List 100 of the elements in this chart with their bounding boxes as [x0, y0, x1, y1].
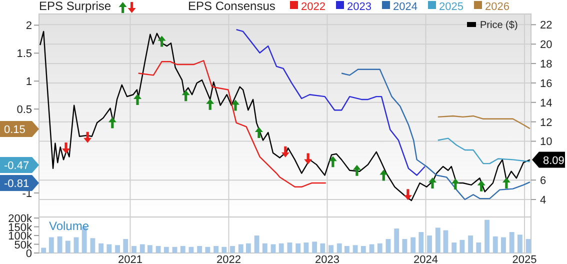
bar — [468, 236, 474, 253]
bar — [435, 228, 440, 253]
point — [231, 100, 240, 111]
point — [428, 178, 436, 189]
bar — [172, 246, 178, 253]
legend-label: 2023 — [347, 1, 372, 13]
point — [502, 178, 510, 189]
point — [134, 94, 142, 105]
bar — [254, 236, 260, 253]
line-series — [437, 138, 531, 164]
y-tick-label: 1 — [26, 76, 32, 88]
bar — [98, 243, 104, 253]
y2-tick-label: 4 — [540, 194, 546, 207]
bar — [65, 240, 70, 253]
bar — [246, 243, 251, 253]
legend-label: 2024 — [393, 1, 418, 13]
point — [328, 156, 337, 168]
point — [206, 98, 214, 110]
bar — [418, 232, 424, 253]
bar — [492, 236, 498, 253]
bar — [386, 239, 391, 253]
y2-tick-label: 10 — [540, 136, 552, 148]
x-tick-label: 2022 — [216, 254, 241, 264]
legend-label: 2022 — [301, 1, 326, 13]
bar — [443, 230, 448, 253]
bar — [188, 246, 194, 253]
bar — [394, 228, 400, 253]
point — [281, 146, 290, 158]
bar — [360, 246, 366, 253]
bar — [352, 245, 358, 253]
x-tick-label: 2025 — [512, 254, 537, 264]
point — [182, 90, 190, 102]
bar — [410, 237, 416, 253]
bar — [304, 242, 309, 253]
y-tick-label: 1.5 — [16, 48, 32, 60]
bar — [164, 246, 169, 253]
bar — [278, 243, 284, 253]
bar — [509, 232, 514, 253]
point — [352, 164, 361, 176]
bar — [205, 246, 210, 253]
bar — [460, 240, 465, 253]
bar — [197, 246, 202, 253]
point — [254, 127, 263, 138]
text: -0.47 — [4, 160, 30, 172]
bar — [296, 243, 301, 253]
bar — [41, 248, 46, 253]
point — [404, 189, 412, 200]
bar — [402, 239, 408, 253]
point — [304, 153, 312, 164]
bar — [140, 244, 145, 253]
legend-title: EPS Consensus — [188, 0, 276, 13]
bar — [287, 242, 292, 253]
point — [477, 180, 486, 192]
text: -0.81 — [4, 178, 30, 190]
point — [451, 178, 460, 190]
point — [62, 142, 70, 154]
bar — [115, 245, 120, 253]
bar — [484, 220, 490, 253]
bar — [156, 246, 161, 253]
bar — [123, 239, 128, 253]
bar — [147, 245, 152, 253]
bar — [180, 246, 186, 253]
bar — [344, 246, 350, 253]
y2-tick-label: 16 — [540, 78, 552, 90]
y2-tick-label: 20 — [540, 39, 552, 52]
point — [380, 170, 388, 181]
y-tick-label: 0.5 — [16, 104, 32, 116]
y2-tick-label: 12 — [540, 116, 552, 129]
line-series — [138, 60, 326, 188]
bar — [452, 242, 457, 253]
point — [108, 117, 116, 128]
text: 8.09 — [543, 154, 564, 167]
legend-label: 2026 — [485, 1, 510, 13]
bar — [377, 243, 382, 253]
y2-tick-label: 18 — [540, 58, 552, 71]
y-tick-label: 0 — [26, 248, 32, 260]
line-series — [236, 28, 426, 176]
legend-label: 2025 — [439, 1, 464, 13]
y2-tick-label: 22 — [540, 20, 552, 32]
line-series — [437, 115, 531, 130]
bar — [230, 246, 235, 253]
bar — [48, 237, 54, 253]
bar — [262, 243, 268, 253]
bar — [214, 246, 219, 253]
bar — [74, 237, 79, 253]
bar — [106, 244, 112, 253]
bar — [238, 244, 244, 253]
text: EPS Surprise — [39, 0, 112, 13]
bar — [476, 242, 482, 253]
bar — [222, 246, 227, 253]
bar — [427, 236, 432, 253]
bar — [526, 239, 531, 253]
line-series — [39, 30, 531, 202]
x-tick-label: 2021 — [118, 254, 142, 264]
y2-tick-label: 6 — [540, 175, 546, 188]
bar — [336, 243, 342, 253]
legend-label: Price ($) — [480, 20, 518, 31]
bar — [501, 237, 506, 253]
y-tick-label: 2 — [26, 20, 32, 32]
bar — [320, 243, 326, 253]
